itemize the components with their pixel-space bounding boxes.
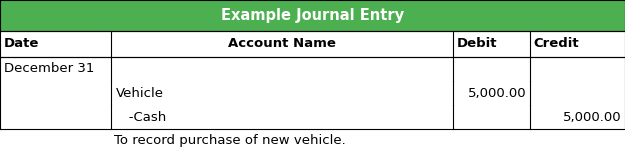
Text: -Cash: -Cash xyxy=(116,111,166,124)
Text: Example Journal Entry: Example Journal Entry xyxy=(221,8,404,23)
Text: 5,000.00: 5,000.00 xyxy=(468,87,526,100)
Text: Account Name: Account Name xyxy=(228,37,336,50)
Text: 5,000.00: 5,000.00 xyxy=(562,111,621,124)
Bar xyxy=(0,31,625,57)
Text: Debit: Debit xyxy=(456,37,497,50)
Text: Credit: Credit xyxy=(534,37,579,50)
Text: Vehicle: Vehicle xyxy=(116,87,164,100)
Text: Date: Date xyxy=(4,37,39,50)
Bar xyxy=(0,105,625,129)
Bar xyxy=(0,57,625,81)
Bar xyxy=(0,81,625,105)
Bar xyxy=(0,0,625,31)
Bar xyxy=(0,129,625,151)
Text: To record purchase of new vehicle.: To record purchase of new vehicle. xyxy=(114,134,346,147)
Text: December 31: December 31 xyxy=(4,62,94,75)
